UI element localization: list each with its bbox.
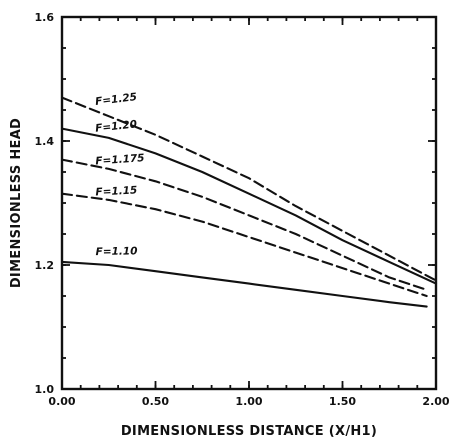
axes-layer: 0.00 0.50 1.00 1.50 2.00 1.0 1.2 1.4 1.6 — [35, 11, 450, 408]
x-tick-label: 1.00 — [235, 395, 262, 408]
x-tick-label: 1.50 — [329, 395, 356, 408]
x-axis-label: DIMENSIONLESS DISTANCE (X/H1) — [121, 424, 377, 439]
y-tick-label: 1.6 — [35, 11, 55, 24]
labels-layer: DIMENSIONLESS DISTANCE (X/H1) DIMENSIONLE… — [9, 91, 377, 439]
x-tick-label: 0.00 — [48, 395, 75, 408]
series-label: F=1.20 — [95, 118, 138, 134]
series-line-f-1-10 — [60, 260, 428, 308]
y-tick-label: 1.4 — [35, 135, 55, 148]
series-line-f-1-25 — [60, 96, 438, 282]
series-line-f-1-175 — [60, 158, 428, 291]
series-label: F=1.10 — [96, 245, 138, 258]
y-tick-label: 1.0 — [35, 383, 55, 396]
series-line-f-1-15 — [60, 192, 428, 298]
series-layer — [60, 96, 438, 308]
y-axis-label: DIMENSIONLESS HEAD — [9, 118, 24, 288]
x-tick-label: 2.00 — [422, 395, 449, 408]
series-line-f-1-20 — [60, 127, 438, 285]
y-tick-label: 1.2 — [35, 259, 55, 272]
series-label: F=1.25 — [95, 91, 138, 108]
x-tick-label: 0.50 — [142, 395, 169, 408]
series-label: F=1.175 — [95, 152, 145, 167]
series-label: F=1.15 — [95, 184, 137, 198]
